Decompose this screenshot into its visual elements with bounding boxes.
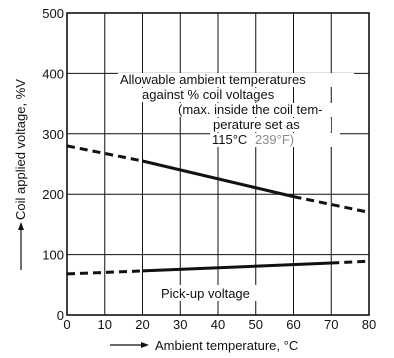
series-2-dashed-line [331,261,369,263]
y-tick-labels: 0 100 200 300 400 500 [42,6,64,323]
x-tick-label: 80 [362,317,376,332]
upper-annotation-line3: (max. inside the coil tem- [178,102,323,117]
upper-annotation: Allowable ambient temperatures against %… [118,72,362,147]
x-tick-label: 70 [324,317,338,332]
x-axis-label: Ambient temperature, °C [155,338,298,353]
x-tick-label: 20 [135,317,149,332]
x-tick-labels: 0 10 20 30 40 50 60 70 80 [63,317,376,332]
y-tick-label: 100 [42,248,64,263]
y-axis-label: Coil applied voltage, %V [13,79,28,220]
upper-annotation-line4: perature set as [213,117,300,132]
y-tick-label: 200 [42,187,64,202]
celsius-value: 115°C [212,132,247,147]
pick-up-voltage-label: Pick-up voltage [161,286,250,301]
lower-annotation: Pick-up voltage [158,285,278,301]
x-tick-label: 10 [98,317,112,332]
upper-annotation-line2: against % coil voltages [142,87,275,102]
y-tick-label: 0 [57,308,64,323]
y-tick-label: 500 [42,6,64,21]
upper-annotation-line1: Allowable ambient temperatures [120,72,306,87]
y-tick-label: 300 [42,127,64,142]
x-tick-label: 50 [249,317,263,332]
x-tick-label: 0 [63,317,70,332]
y-tick-label: 400 [42,66,64,81]
x-tick-label: 60 [286,317,300,332]
x-axis-label-group: Ambient temperature, °C [110,338,298,353]
x-tick-label: 30 [173,317,187,332]
y-axis-label-group: Coil applied voltage, %V [13,79,28,270]
grid [67,13,369,315]
series-2-solid-line [143,263,332,271]
x-tick-label: 40 [211,317,225,332]
fahrenheit-value: 239°F) [255,132,294,147]
x-axis-arrowhead [141,342,149,348]
y-axis-arrowhead [18,222,24,230]
